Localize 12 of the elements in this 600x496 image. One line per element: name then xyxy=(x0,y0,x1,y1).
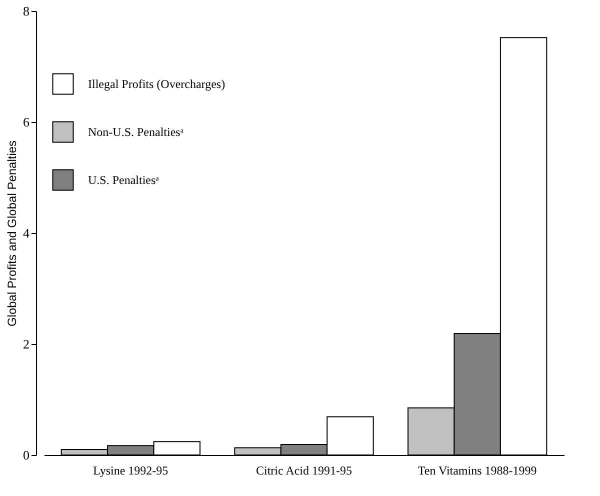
y-tick-label: 0 xyxy=(23,448,30,462)
y-tick-label: 8 xyxy=(23,4,30,18)
y-tick-label: 2 xyxy=(23,336,30,352)
y-tick-label: 4 xyxy=(23,226,30,240)
legend-label: U.S. Penaltiesᵃ xyxy=(88,173,160,187)
legend-label: Illegal Profits (Overcharges) xyxy=(88,77,226,91)
y-tick-label: 6 xyxy=(23,114,30,130)
y-axis-title: Global Profits and Global Penalties xyxy=(5,140,19,327)
legend-label: Non-U.S. Penaltiesᵃ xyxy=(88,125,184,139)
x-tick-label: Citric Acid 1991-95 xyxy=(256,464,352,478)
x-tick-label: Lysine 1992-95 xyxy=(93,464,168,478)
x-tick-label: Ten Vitamins 1988-1999 xyxy=(418,464,537,478)
